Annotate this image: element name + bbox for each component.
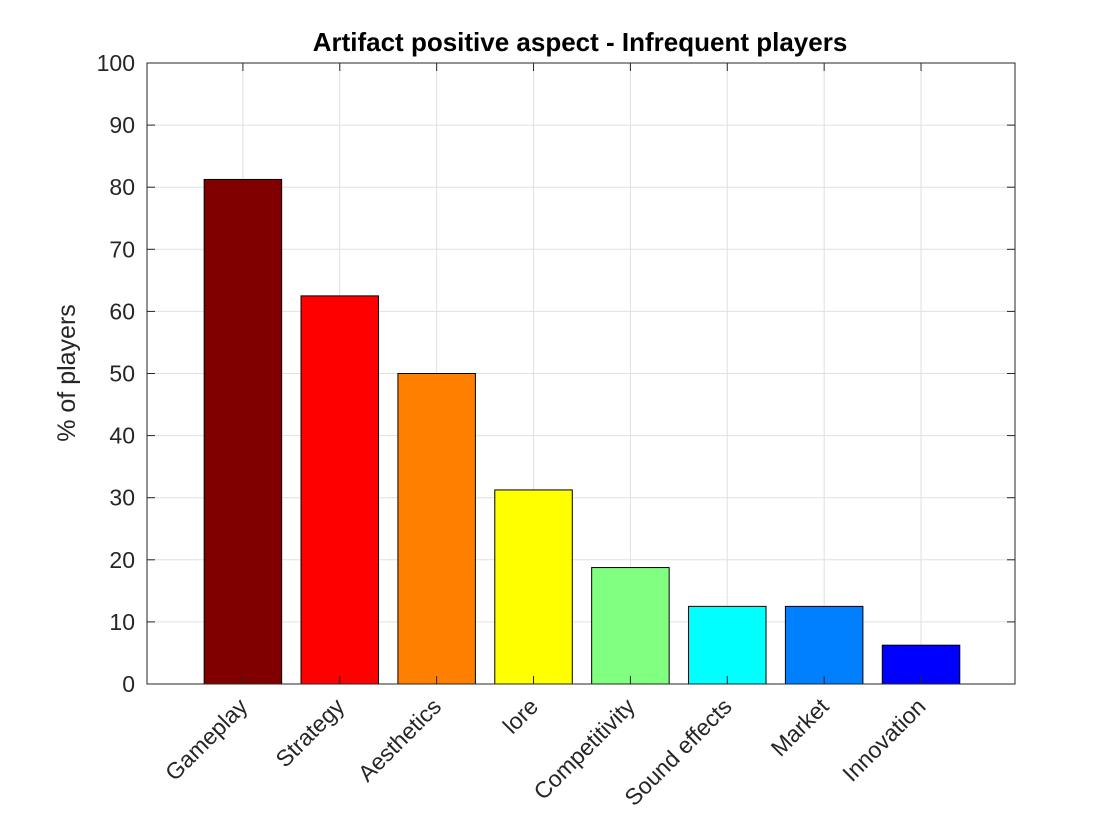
chart-title: Artifact positive aspect - Infrequent pl… (313, 27, 848, 57)
y-tick-label: 100 (97, 50, 135, 76)
bars-group (203, 178, 961, 685)
bar-aesthetics (397, 373, 476, 685)
y-tick-label: 90 (109, 112, 135, 138)
bar-competitivity (591, 567, 670, 685)
bar-strategy (300, 295, 380, 685)
bar-market (784, 605, 864, 685)
bar-gameplay (203, 178, 283, 685)
y-tick-label: 50 (109, 361, 135, 387)
y-tick-label: 40 (109, 423, 135, 449)
y-tick-label: 10 (109, 609, 135, 635)
y-tick-label: 0 (122, 671, 135, 697)
y-axis-label: % of players (53, 304, 81, 442)
y-tick-label: 30 (109, 485, 135, 511)
y-tick-label: 60 (109, 298, 135, 324)
y-tick-label: 80 (109, 174, 135, 200)
y-tick-label: 70 (109, 236, 135, 262)
bar-sound-effects (688, 605, 767, 685)
bar-lore (494, 489, 573, 685)
y-axis-ticks: 0 10 20 30 40 50 60 70 80 90 100 (97, 50, 1015, 697)
y-tick-label: 20 (109, 547, 135, 573)
